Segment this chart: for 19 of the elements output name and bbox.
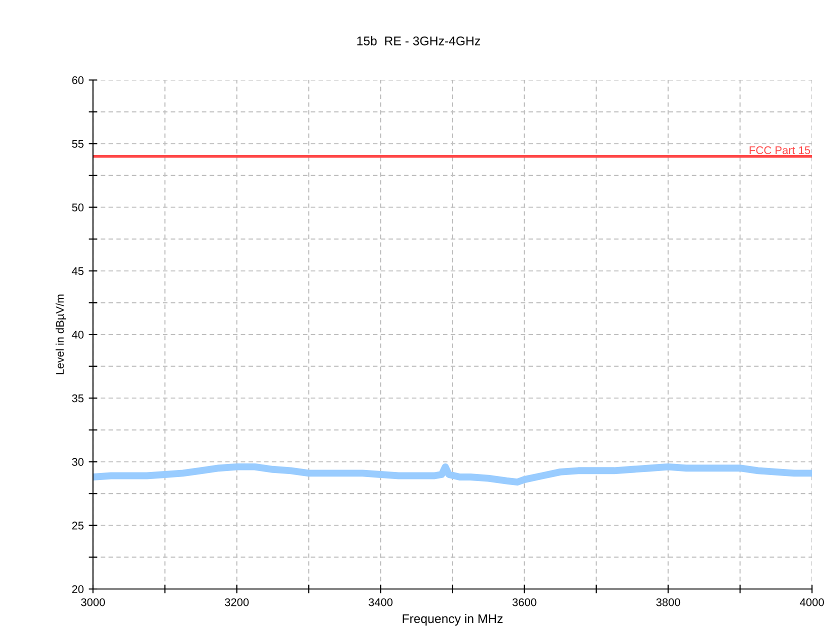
x-tick-label: 3400 xyxy=(368,598,393,606)
y-tick-label: 20 xyxy=(72,585,84,594)
y-tick-label: 50 xyxy=(72,204,84,212)
y-tick-label: 45 xyxy=(72,267,84,276)
y-tick-label: 35 xyxy=(72,394,84,402)
x-tick-label: 3000 xyxy=(81,598,105,606)
y-axis-title: Level in dBµV/m xyxy=(56,294,66,374)
x-tick-label: 3200 xyxy=(224,598,249,606)
chart-title: 15b RE - 3GHz-4GHz xyxy=(357,36,480,46)
x-axis-title: Frequency in MHz xyxy=(402,614,503,626)
y-tick-label: 25 xyxy=(72,522,84,530)
x-tick-label: 3600 xyxy=(512,598,536,606)
x-tick-label: 4000 xyxy=(800,598,824,606)
x-tick-label: 3800 xyxy=(656,598,680,606)
y-tick-label: 55 xyxy=(72,140,84,148)
y-tick-label: 30 xyxy=(72,458,84,466)
ref-line-label: FCC Part 15 xyxy=(750,146,810,154)
y-tick-label: 40 xyxy=(72,330,84,339)
y-tick-label: 60 xyxy=(72,76,84,84)
